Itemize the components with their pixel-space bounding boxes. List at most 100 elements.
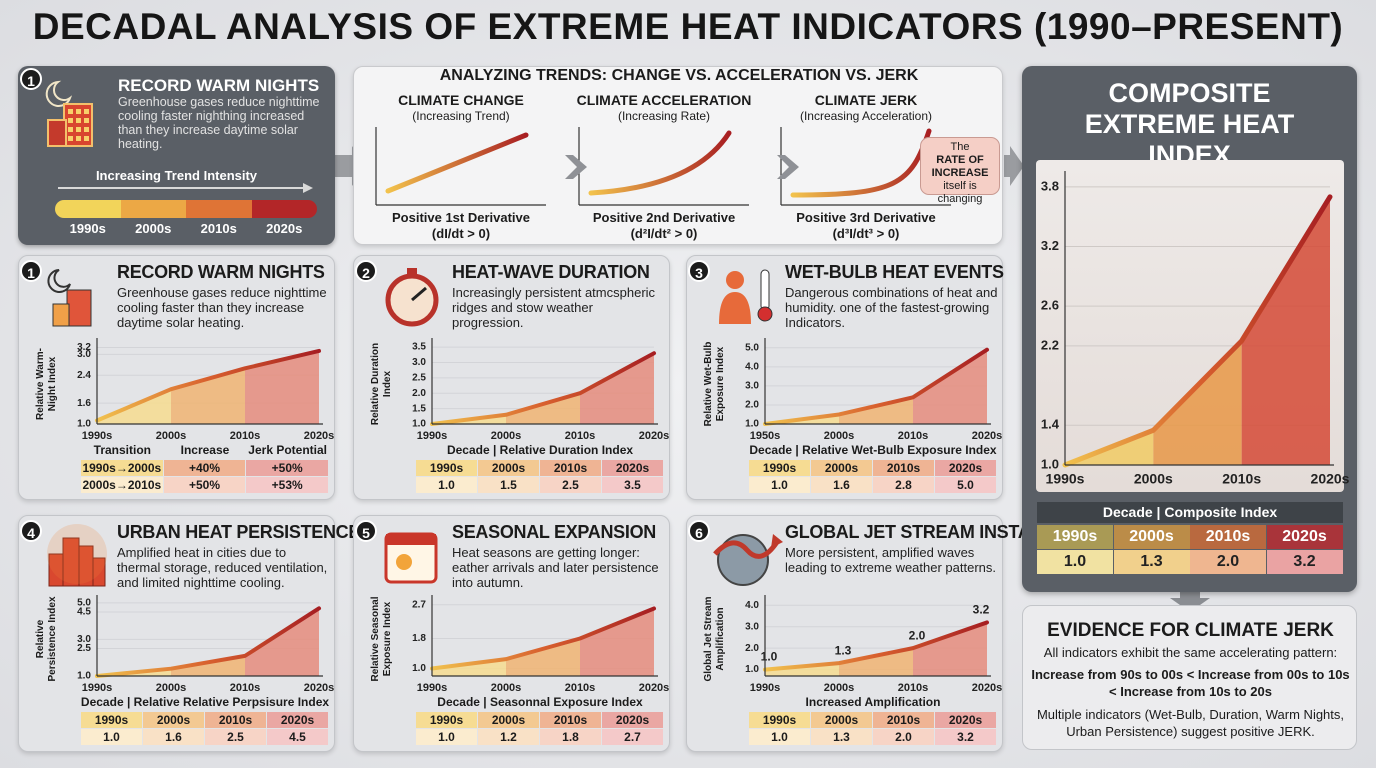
y-tick-label: 5.0 (77, 597, 91, 608)
x-tick-label: 2020s (304, 682, 335, 694)
y-axis-label: Relative Warm-Night Index (35, 348, 58, 420)
scale-segment (120, 200, 186, 218)
panel-chart: 1.0 1.8 2.7 1990s 2000s 2010s 2020s (412, 595, 669, 694)
table-cell: 5.0 (935, 477, 996, 493)
y-tick-label: 1.0 (412, 663, 426, 674)
area-band (1241, 196, 1330, 466)
glow (47, 524, 107, 584)
number-badge: 3 (688, 260, 710, 282)
data-label: 1.3 (835, 643, 852, 657)
y-tick-label: 1.5 (412, 403, 426, 414)
x-tick-label: 2020s (1311, 471, 1350, 487)
table-cell: +50% (246, 460, 328, 476)
data-line (95, 606, 321, 678)
evidence-text: Increase from 90s to 00s < Increase from… (1031, 667, 1350, 699)
table-cell: 1.0 (81, 729, 142, 745)
y-tick-label: 3.0 (412, 357, 426, 368)
composite-table-cell: 2010s (1190, 525, 1266, 549)
arrow (1170, 592, 1210, 612)
x-tick-label: 2010s (898, 430, 929, 442)
calendar-top (386, 534, 436, 545)
number-badge: 5 (355, 520, 377, 542)
table-cell: 1990s (416, 712, 477, 728)
number-badge: 2 (355, 260, 377, 282)
composite-title: COMPOSITE EXTREME HEAT INDEX (1084, 78, 1295, 170)
concept-curve (790, 128, 932, 198)
x-tick-label: 1990s (750, 682, 781, 694)
y-axis-label: Relative Persistence Index (35, 595, 58, 682)
table-cell: 2.5 (205, 729, 266, 745)
panel-title: HEAT-WAVE DURATION (452, 262, 650, 282)
table-cell: 1.6 (143, 729, 204, 745)
table-cell: 2020s (935, 460, 996, 476)
y-tick-label: 3.5 (412, 342, 426, 353)
composite-panel: COMPOSITE EXTREME HEAT INDEX 1.0 1.4 2.2 2.6… (1022, 66, 1357, 592)
scale-segment (55, 200, 121, 218)
x-tick-label: 1990s (1046, 471, 1085, 487)
y-tick-label: 3.0 (77, 349, 91, 360)
y-axis-label: Relative Seasonal Exposure Index (370, 595, 393, 682)
panel-title: GLOBAL JET STREAM INSTABILITY (785, 522, 1086, 542)
data-line (430, 606, 656, 671)
number-badge: 4 (20, 520, 42, 542)
table-cell: +53% (246, 477, 328, 493)
table-cell: 2000s (478, 460, 539, 476)
y-tick-label: 1.0 (77, 419, 91, 430)
number-badge: 1 (20, 68, 42, 90)
building (52, 303, 70, 327)
window (76, 127, 81, 132)
panel-text: Increasingly persistent atmcspheric ridg… (452, 285, 656, 330)
y-axis-label: Global Jet Stream Amplification (703, 595, 726, 682)
window (68, 109, 73, 114)
table-cell: 2020s (602, 460, 663, 476)
intro-panel: 1 RECORD WARM NIGHTS Greenhouse gases redu… (18, 66, 335, 245)
scale-label-decade: 2010s (200, 221, 237, 236)
x-tick-label: 1990s (82, 430, 113, 442)
area-band (839, 397, 913, 424)
concept-title: CLIMATE CHANGE (398, 92, 524, 108)
y-tick-label: 1.0 (412, 419, 426, 430)
y-tick-label: 2.0 (745, 643, 759, 654)
table-cell: 2020s (267, 712, 328, 728)
panel-text: Greenhouse gases reduce nighttime coolin… (117, 285, 327, 330)
table-cell: 1990s (81, 712, 142, 728)
y-tick-label: 1.8 (412, 633, 426, 644)
table-header: Decade | Seasonnal Exposure Index (437, 695, 643, 709)
crown (407, 268, 417, 275)
composite-table-cell: 2.0 (1190, 550, 1266, 574)
panel-chart: 1.0 1.5 2.0 2.5 3.0 3.5 1990s 2000s 2010s 2020s (412, 338, 669, 442)
x-tick-label: 2020s (972, 682, 1003, 694)
data-label: 1.0 (761, 650, 778, 664)
chevron (565, 155, 587, 179)
window (68, 136, 73, 141)
y-tick-label: 3.2 (77, 342, 91, 353)
area-band (580, 608, 654, 676)
panel-title: SEASONAL EXPANSION (452, 522, 656, 542)
table-cell: 2.5 (540, 477, 601, 493)
table-header-cell: Transition (93, 443, 151, 457)
window (84, 127, 89, 132)
concept-title: CLIMATE ACCELERATION (576, 92, 752, 108)
composite-table-cell: 1990s (1037, 525, 1113, 549)
concept-caption: Positive 2nd Derivative (592, 210, 736, 225)
window (76, 136, 81, 141)
y-tick-label: 2.0 (745, 400, 759, 411)
area-band (580, 353, 654, 424)
panel-text: Amplified heat in cities due to thermal … (117, 545, 328, 590)
intro-title: RECORD WARM NIGHTS (118, 76, 320, 95)
note-text: The (950, 141, 970, 153)
table-cell: 2.0 (873, 729, 934, 745)
intro-icon (45, 80, 93, 147)
area-band (245, 608, 319, 676)
data-line (763, 620, 989, 672)
scale-label-decade: 2000s (135, 221, 172, 236)
y-tick-label: 5.0 (745, 342, 759, 353)
composite-table-cell: 2020s (1266, 525, 1343, 549)
x-tick-label: 2000s (824, 682, 855, 694)
y-tick-label: 2.7 (412, 599, 426, 610)
x-tick-label: 2000s (156, 682, 187, 694)
indicator-panel: 6 GLOBAL JET STREAM INSTABILITY More persi… (686, 515, 1086, 752)
x-tick-label: 2020s (972, 430, 1003, 442)
panel-chart: 1.0 1.6 2.4 3.03.2 1990s 2000s 2010s 2020s (77, 338, 334, 442)
